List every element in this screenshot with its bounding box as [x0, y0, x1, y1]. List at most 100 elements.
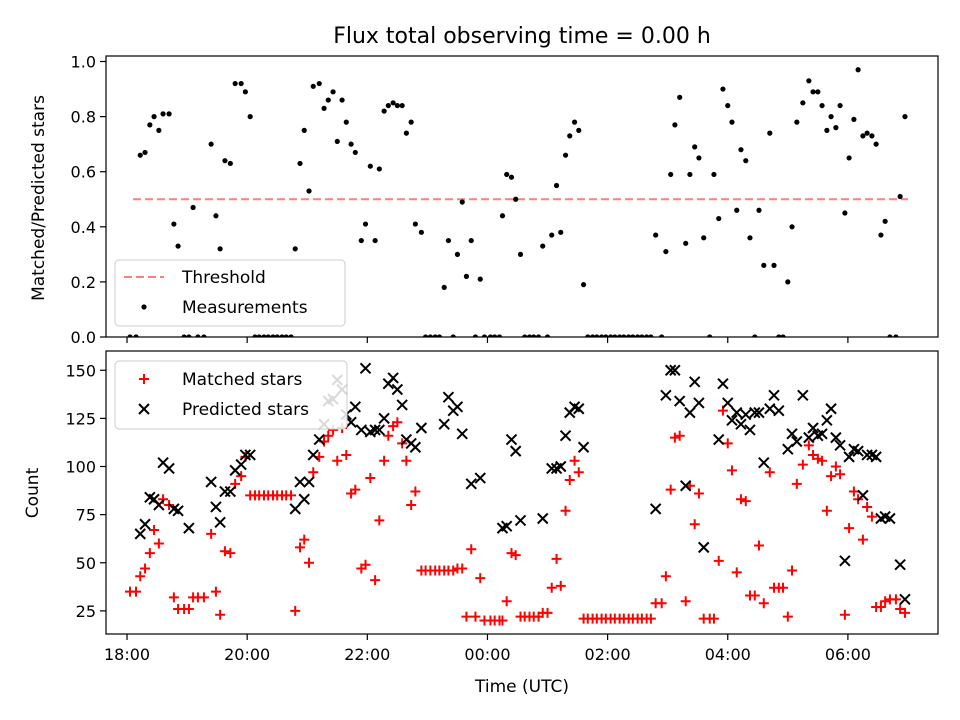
- measurement-point: [201, 334, 207, 337]
- measurement-point: [864, 130, 870, 136]
- measurement-point: [517, 251, 524, 257]
- measurement-point: [147, 122, 153, 128]
- measurement-point: [648, 334, 654, 337]
- bottom-y-tick-label: 100: [65, 458, 96, 477]
- measurement-point: [882, 218, 888, 224]
- bottom-x-tick-label: 20:00: [224, 645, 270, 664]
- matched-star-marker: [569, 455, 580, 466]
- measurement-point: [427, 334, 433, 337]
- matched-star-marker: [880, 596, 891, 607]
- measurement-point: [310, 83, 316, 89]
- measurement-point: [274, 334, 280, 337]
- measurement-point: [761, 262, 767, 268]
- predicted-star-marker: [500, 520, 513, 532]
- predicted-star-marker: [693, 397, 705, 409]
- measurement-point: [842, 210, 848, 216]
- measurement-point: [785, 279, 791, 285]
- measurement-point: [432, 334, 438, 337]
- matched-star-marker: [689, 519, 700, 530]
- measurement-point: [171, 221, 177, 227]
- matched-star-marker: [149, 525, 160, 536]
- measurement-point: [752, 334, 758, 337]
- measurement-point: [487, 334, 494, 337]
- matched-star-marker: [713, 555, 724, 566]
- measurement-point: [247, 114, 253, 120]
- measurement-point: [594, 334, 600, 337]
- top-axes-frame: [105, 55, 939, 338]
- predicted-star-marker: [768, 389, 780, 401]
- bottom-x-tick-label: 22:00: [344, 645, 390, 664]
- matched-star-marker: [286, 490, 297, 501]
- predicted-star-marker: [664, 364, 677, 376]
- matched-star-marker: [350, 484, 361, 495]
- measurement-point: [399, 102, 405, 109]
- measurement-point: [181, 334, 187, 337]
- measurement-point: [481, 334, 488, 337]
- matched-star-marker: [726, 465, 737, 476]
- matched-star-marker: [323, 430, 334, 441]
- predicted-star-marker: [505, 433, 518, 446]
- predicted-star-marker: [803, 431, 815, 444]
- predicted-star-marker: [821, 414, 833, 427]
- matched-star-marker: [731, 567, 742, 578]
- measurement-point: [800, 100, 806, 106]
- predicted-star-marker: [355, 424, 368, 436]
- legend-predicted-swatch: [138, 403, 150, 415]
- measurement-point: [472, 334, 479, 337]
- measurement-point: [743, 158, 749, 164]
- matched-star-marker: [740, 496, 751, 507]
- predicted-star-marker: [744, 424, 756, 436]
- measurement-point: [571, 119, 578, 125]
- predicted-star-marker: [758, 456, 770, 469]
- predicted-star-marker: [825, 403, 837, 415]
- measurement-point: [195, 334, 201, 337]
- measurement-point: [589, 334, 596, 337]
- bottom-plot-area: [125, 362, 911, 626]
- predicted-star-marker: [834, 439, 846, 452]
- bottom-y-tick-label: 75: [76, 506, 96, 525]
- legend-matched-swatch: [139, 374, 149, 384]
- measurement-point: [513, 196, 519, 202]
- predicted-star-marker: [782, 443, 794, 455]
- legend-measurements-label: Measurements: [182, 298, 308, 318]
- measurement-point: [644, 334, 650, 337]
- top-y-tick-label: 0.4: [71, 218, 96, 237]
- measurement-point: [897, 193, 903, 200]
- measurement-point: [659, 334, 665, 337]
- measurement-point: [222, 158, 228, 164]
- predicted-star-marker: [857, 489, 869, 502]
- matched-star-marker: [290, 605, 301, 616]
- bottom-x-tick-label: 04:00: [705, 645, 751, 664]
- predicted-star-marker: [669, 364, 681, 376]
- predicted-star-marker: [740, 408, 752, 421]
- measurement-point: [639, 334, 645, 337]
- predicted-star-marker: [689, 376, 701, 388]
- bottom-y-tick-label: 125: [65, 409, 96, 428]
- matched-star-marker: [669, 432, 680, 443]
- predicted-star-marker: [369, 424, 381, 436]
- measurement-point: [580, 282, 587, 288]
- measurement-point: [441, 284, 447, 291]
- matched-star-marker: [406, 500, 417, 511]
- predicted-star-marker: [713, 433, 725, 446]
- measurement-point: [794, 119, 800, 125]
- top-series-1: [127, 67, 908, 337]
- measurement-point: [376, 166, 382, 172]
- predicted-star-marker: [546, 462, 558, 475]
- predicted-star-marker: [797, 389, 809, 401]
- measurement-point: [292, 246, 298, 252]
- predicted-star-marker: [210, 501, 222, 513]
- measurement-point: [621, 334, 627, 337]
- matched-star-marker: [817, 455, 828, 466]
- matched-star-marker: [735, 494, 746, 505]
- matched-star-marker: [219, 546, 230, 557]
- matched-star-marker: [457, 563, 468, 574]
- measurement-point: [522, 334, 528, 337]
- predicted-star-marker: [735, 418, 747, 430]
- predicted-star-marker: [451, 401, 464, 413]
- measurement-point: [535, 334, 542, 337]
- predicted-star-marker: [698, 541, 710, 554]
- matched-star-marker: [787, 565, 798, 576]
- measurement-point: [142, 149, 148, 156]
